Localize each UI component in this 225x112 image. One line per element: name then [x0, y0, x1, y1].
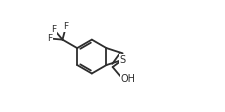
Text: OH: OH [120, 74, 135, 84]
Text: F: F [63, 23, 68, 31]
Text: F: F [52, 25, 57, 34]
Text: S: S [119, 55, 126, 65]
Text: F: F [47, 34, 52, 43]
